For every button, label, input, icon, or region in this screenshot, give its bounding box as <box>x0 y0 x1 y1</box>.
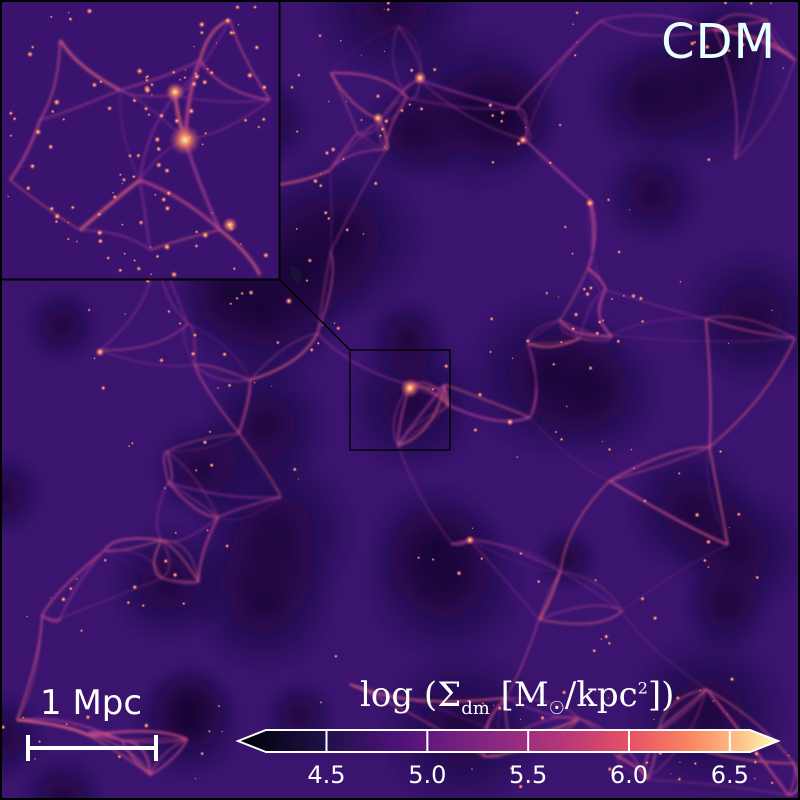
zoom-region-box <box>349 349 451 451</box>
colorbar-tick-label: 6.5 <box>711 761 749 789</box>
model-label: CDM <box>661 14 776 70</box>
zoom-connector-line <box>279 279 351 351</box>
scale-bar-label: 1 Mpc <box>40 683 143 723</box>
scale-bar <box>26 735 158 761</box>
colorbar: 4.5 5.0 5.5 6.0 6.5 <box>235 729 781 789</box>
colorbar-tick-label: 5.5 <box>509 761 547 789</box>
colorbar-tick-label: 6.0 <box>610 761 648 789</box>
colorbar-tick-label: 5.0 <box>408 761 446 789</box>
colorbar-title: log (Σdm [M☉/kpc2]) <box>360 675 675 719</box>
colorbar-tick-label: 4.5 <box>307 761 345 789</box>
zoom-inset <box>0 0 301 306</box>
